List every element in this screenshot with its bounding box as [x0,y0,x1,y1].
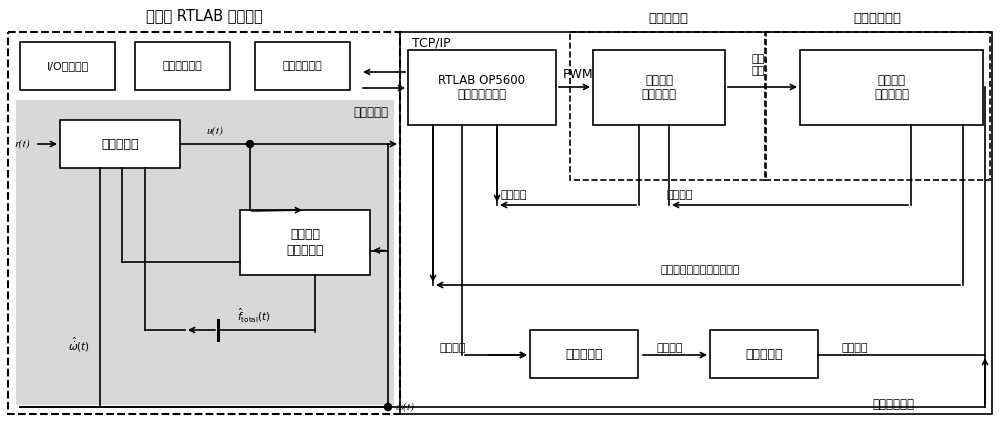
Text: 上位机 RTLAB 控制模型: 上位机 RTLAB 控制模型 [146,8,262,24]
Text: 采样电流: 采样电流 [501,190,527,200]
Text: $\hat{f}_{\mathrm{total}}(t)$: $\hat{f}_{\mathrm{total}}(t)$ [237,306,271,324]
Text: 电子换向模块: 电子换向模块 [283,61,322,71]
Text: I/O接口模块: I/O接口模块 [46,61,89,71]
Text: 三相电流: 三相电流 [667,190,693,200]
Bar [240,210,370,275]
Bar [408,50,556,125]
Text: $\hat{\dot{\omega}}(t)$: $\hat{\dot{\omega}}(t)$ [68,336,90,354]
Text: 无刷直流电机: 无刷直流电机 [854,11,902,24]
Bar [8,32,400,414]
Text: 张力控制器: 张力控制器 [565,347,603,360]
Text: 电机驱动器: 电机驱动器 [648,11,688,24]
Text: 驱动
电压: 驱动 电压 [751,54,765,76]
Text: r(t): r(t) [14,139,30,149]
Text: 反步控制器: 反步控制器 [101,138,139,151]
Text: 磁粉刹车器: 磁粉刹车器 [745,347,783,360]
Bar [400,32,992,414]
Bar [593,50,725,125]
Bar [530,330,638,378]
Text: u(t): u(t) [207,126,223,136]
Bar [60,120,180,168]
Text: 驱动电路
电流传感器: 驱动电路 电流传感器 [642,73,676,102]
Bar [20,42,115,90]
Circle shape [384,403,392,411]
Bar [710,330,818,378]
Circle shape [246,141,254,148]
Bar [135,42,230,90]
Text: TCP/IP: TCP/IP [412,36,451,49]
Text: PWM: PWM [563,68,593,81]
Text: RTLAB OP5600
实时数字仿真器: RTLAB OP5600 实时数字仿真器 [438,73,526,102]
Text: 控制器模型: 控制器模型 [353,106,388,119]
Bar [255,42,350,90]
Bar [16,100,394,405]
Bar [765,32,990,180]
Text: 电路保护模块: 电路保护模块 [163,61,202,71]
Text: 电压控制: 电压控制 [440,343,466,353]
Text: 转子位置三位二进制数编码: 转子位置三位二进制数编码 [660,265,740,275]
Text: 电流控制: 电流控制 [657,343,683,353]
Text: 降阶扩张
状态观测器: 降阶扩张 状态观测器 [286,228,324,257]
Text: 转矩控制: 转矩控制 [842,343,868,353]
Bar [800,50,983,125]
Text: ω(t): ω(t) [396,402,415,412]
Text: 电机转速计算: 电机转速计算 [872,398,914,411]
Bar [570,32,766,180]
Text: 电机本体
霍尔传感器: 电机本体 霍尔传感器 [874,73,909,102]
